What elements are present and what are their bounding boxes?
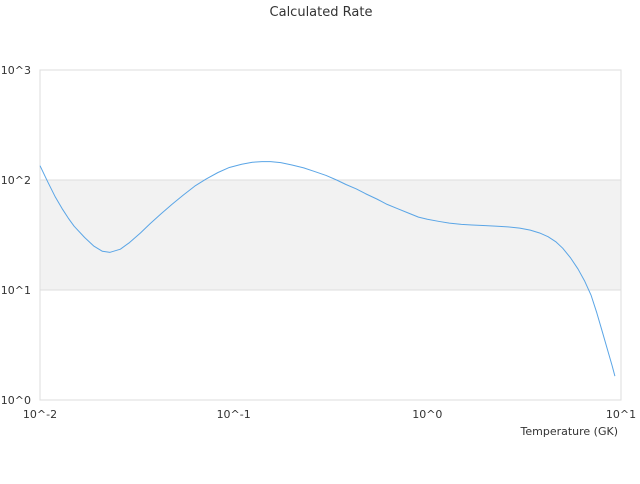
x-tick-label: 10^0 [412, 408, 442, 421]
y-tick-label: 10^3 [1, 64, 31, 77]
chart-title: Calculated Rate [270, 5, 373, 20]
x-axis-tick-labels: 10^-2 10^-1 10^0 10^1 [23, 408, 636, 421]
y-tick-label: 10^0 [1, 394, 31, 407]
x-axis-label: Temperature (GK) [520, 425, 619, 438]
x-tick-label: 10^-1 [217, 408, 251, 421]
chart-band-layer [40, 180, 621, 290]
chart-series-layer [39, 161, 616, 377]
x-tick-label: 10^1 [606, 408, 636, 421]
y-tick-label: 10^1 [1, 284, 31, 297]
y-tick-label: 10^2 [1, 174, 31, 187]
x-tick-label: 10^-2 [23, 408, 57, 421]
chart-shaded-band [40, 180, 621, 290]
y-axis-tick-labels: 10^0 10^1 10^2 10^3 [1, 64, 31, 407]
series-line-0 [39, 161, 616, 377]
plot-area-frame [39, 69, 622, 401]
